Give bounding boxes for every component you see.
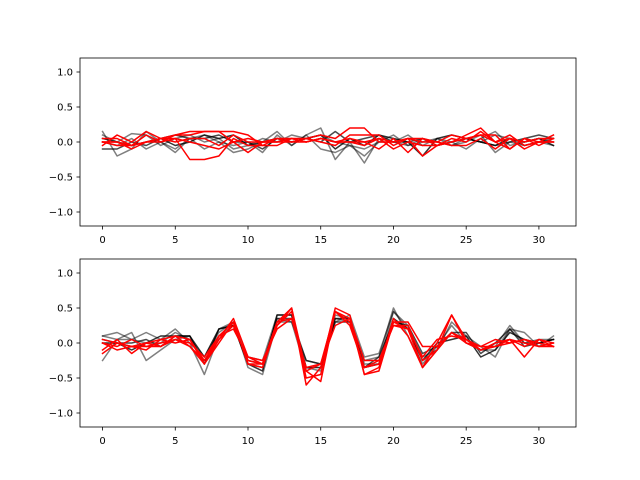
x-ticks-top: 0 5 10 15 20 25 30	[99, 226, 545, 246]
x-tick-label-top-3: 15	[314, 235, 327, 246]
series-line-bottom-9	[101, 310, 555, 379]
x-tick-label-top-4: 20	[387, 235, 400, 246]
y-tick-label-top-1: −0.5	[49, 173, 73, 184]
x-tick-label-bottom-2: 10	[242, 436, 255, 447]
series-line-top-9	[101, 134, 555, 154]
y-tick-label-bottom-0: −1.0	[49, 409, 73, 420]
axes-top: 0 5 10 15 20 25 30 −1.0 −0.5 0.0 0.5 1.0	[49, 57, 577, 246]
axes-bottom: 0 5 10 15 20 25 30 −1.0 −0.5 0.0 0.5 1.0	[49, 258, 577, 447]
x-tick-label-top-6: 30	[533, 235, 546, 246]
x-tick-label-bottom-6: 30	[533, 436, 546, 447]
plot-area-bottom	[101, 307, 555, 386]
y-tick-label-top-2: 0.0	[57, 138, 73, 149]
y-tick-label-bottom-2: 0.0	[57, 339, 73, 350]
x-tick-label-bottom-5: 25	[460, 436, 473, 447]
series-line-top-3	[101, 134, 555, 157]
x-tick-label-top-2: 10	[242, 235, 255, 246]
y-tick-label-top-0: −1.0	[49, 208, 73, 219]
x-tick-label-top-0: 0	[99, 235, 105, 246]
x-tick-label-bottom-3: 15	[314, 436, 327, 447]
x-tick-label-top-5: 25	[460, 235, 473, 246]
y-tick-label-top-3: 0.5	[57, 103, 73, 114]
y-ticks-bottom: −1.0 −0.5 0.0 0.5 1.0	[49, 269, 80, 420]
y-ticks-top: −1.0 −0.5 0.0 0.5 1.0	[49, 68, 80, 219]
x-tick-label-top-1: 5	[172, 235, 178, 246]
x-ticks-bottom: 0 5 10 15 20 25 30	[99, 427, 545, 447]
plot-area-top	[101, 127, 555, 164]
x-tick-label-bottom-1: 5	[172, 436, 178, 447]
x-tick-label-bottom-0: 0	[99, 436, 105, 447]
x-tick-label-bottom-4: 20	[387, 436, 400, 447]
y-tick-label-bottom-1: −0.5	[49, 374, 73, 385]
y-tick-label-top-4: 1.0	[57, 68, 73, 79]
y-tick-label-bottom-3: 0.5	[57, 304, 73, 315]
y-tick-label-bottom-4: 1.0	[57, 269, 73, 280]
